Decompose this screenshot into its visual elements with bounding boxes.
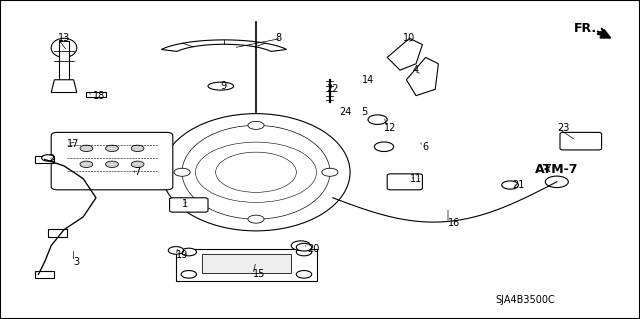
Text: 16: 16 — [448, 218, 460, 228]
Text: 11: 11 — [410, 174, 422, 184]
Bar — [48, 229, 67, 237]
Text: 3: 3 — [74, 256, 80, 267]
Bar — [35, 156, 54, 163]
Text: 9: 9 — [221, 81, 227, 91]
Circle shape — [80, 145, 93, 152]
Circle shape — [80, 161, 93, 167]
Text: 18: 18 — [93, 91, 105, 101]
Text: 22: 22 — [326, 84, 339, 94]
Text: 7: 7 — [134, 167, 141, 177]
Text: 17: 17 — [67, 138, 79, 149]
Text: 10: 10 — [403, 33, 415, 43]
Circle shape — [248, 121, 264, 130]
Text: 14: 14 — [362, 75, 374, 85]
Ellipse shape — [51, 38, 77, 57]
Ellipse shape — [182, 125, 330, 219]
Circle shape — [291, 241, 310, 250]
Circle shape — [502, 181, 518, 189]
FancyBboxPatch shape — [51, 132, 173, 190]
Bar — [176, 249, 317, 281]
FancyBboxPatch shape — [170, 198, 208, 212]
Text: 8: 8 — [275, 33, 282, 43]
Text: 4: 4 — [413, 65, 419, 75]
Bar — [35, 271, 54, 278]
Circle shape — [106, 161, 118, 167]
Circle shape — [296, 248, 312, 256]
Circle shape — [131, 145, 144, 152]
Circle shape — [168, 247, 184, 254]
Ellipse shape — [208, 82, 234, 90]
Circle shape — [106, 145, 118, 152]
Circle shape — [368, 115, 387, 124]
Text: 1: 1 — [182, 199, 189, 209]
Text: 13: 13 — [58, 33, 70, 43]
Bar — [86, 92, 106, 97]
Circle shape — [181, 248, 196, 256]
Text: 20: 20 — [307, 244, 319, 254]
Circle shape — [545, 176, 568, 188]
Text: SJA4B3500C: SJA4B3500C — [495, 295, 555, 305]
Bar — [59, 41, 69, 80]
Text: ATM-7: ATM-7 — [535, 163, 579, 175]
Polygon shape — [406, 57, 438, 96]
Polygon shape — [51, 80, 77, 93]
Bar — [202, 254, 291, 273]
Circle shape — [248, 215, 264, 223]
Ellipse shape — [162, 114, 350, 231]
Circle shape — [296, 271, 312, 278]
Circle shape — [131, 161, 144, 167]
Text: 12: 12 — [384, 122, 396, 133]
FancyBboxPatch shape — [387, 174, 422, 190]
Circle shape — [181, 271, 196, 278]
Text: 2: 2 — [48, 154, 54, 165]
Polygon shape — [387, 38, 422, 70]
Circle shape — [374, 142, 394, 152]
Text: 5: 5 — [362, 107, 368, 117]
Text: 21: 21 — [512, 180, 524, 190]
Text: 19: 19 — [176, 250, 188, 260]
Text: 15: 15 — [253, 269, 265, 279]
Text: 6: 6 — [422, 142, 429, 152]
Circle shape — [322, 168, 338, 176]
Circle shape — [42, 155, 54, 161]
Text: 23: 23 — [557, 122, 569, 133]
Circle shape — [296, 243, 312, 251]
FancyBboxPatch shape — [560, 132, 602, 150]
Polygon shape — [161, 40, 287, 51]
Text: 24: 24 — [339, 107, 351, 117]
Text: FR.: FR. — [574, 22, 597, 35]
Circle shape — [174, 168, 190, 176]
